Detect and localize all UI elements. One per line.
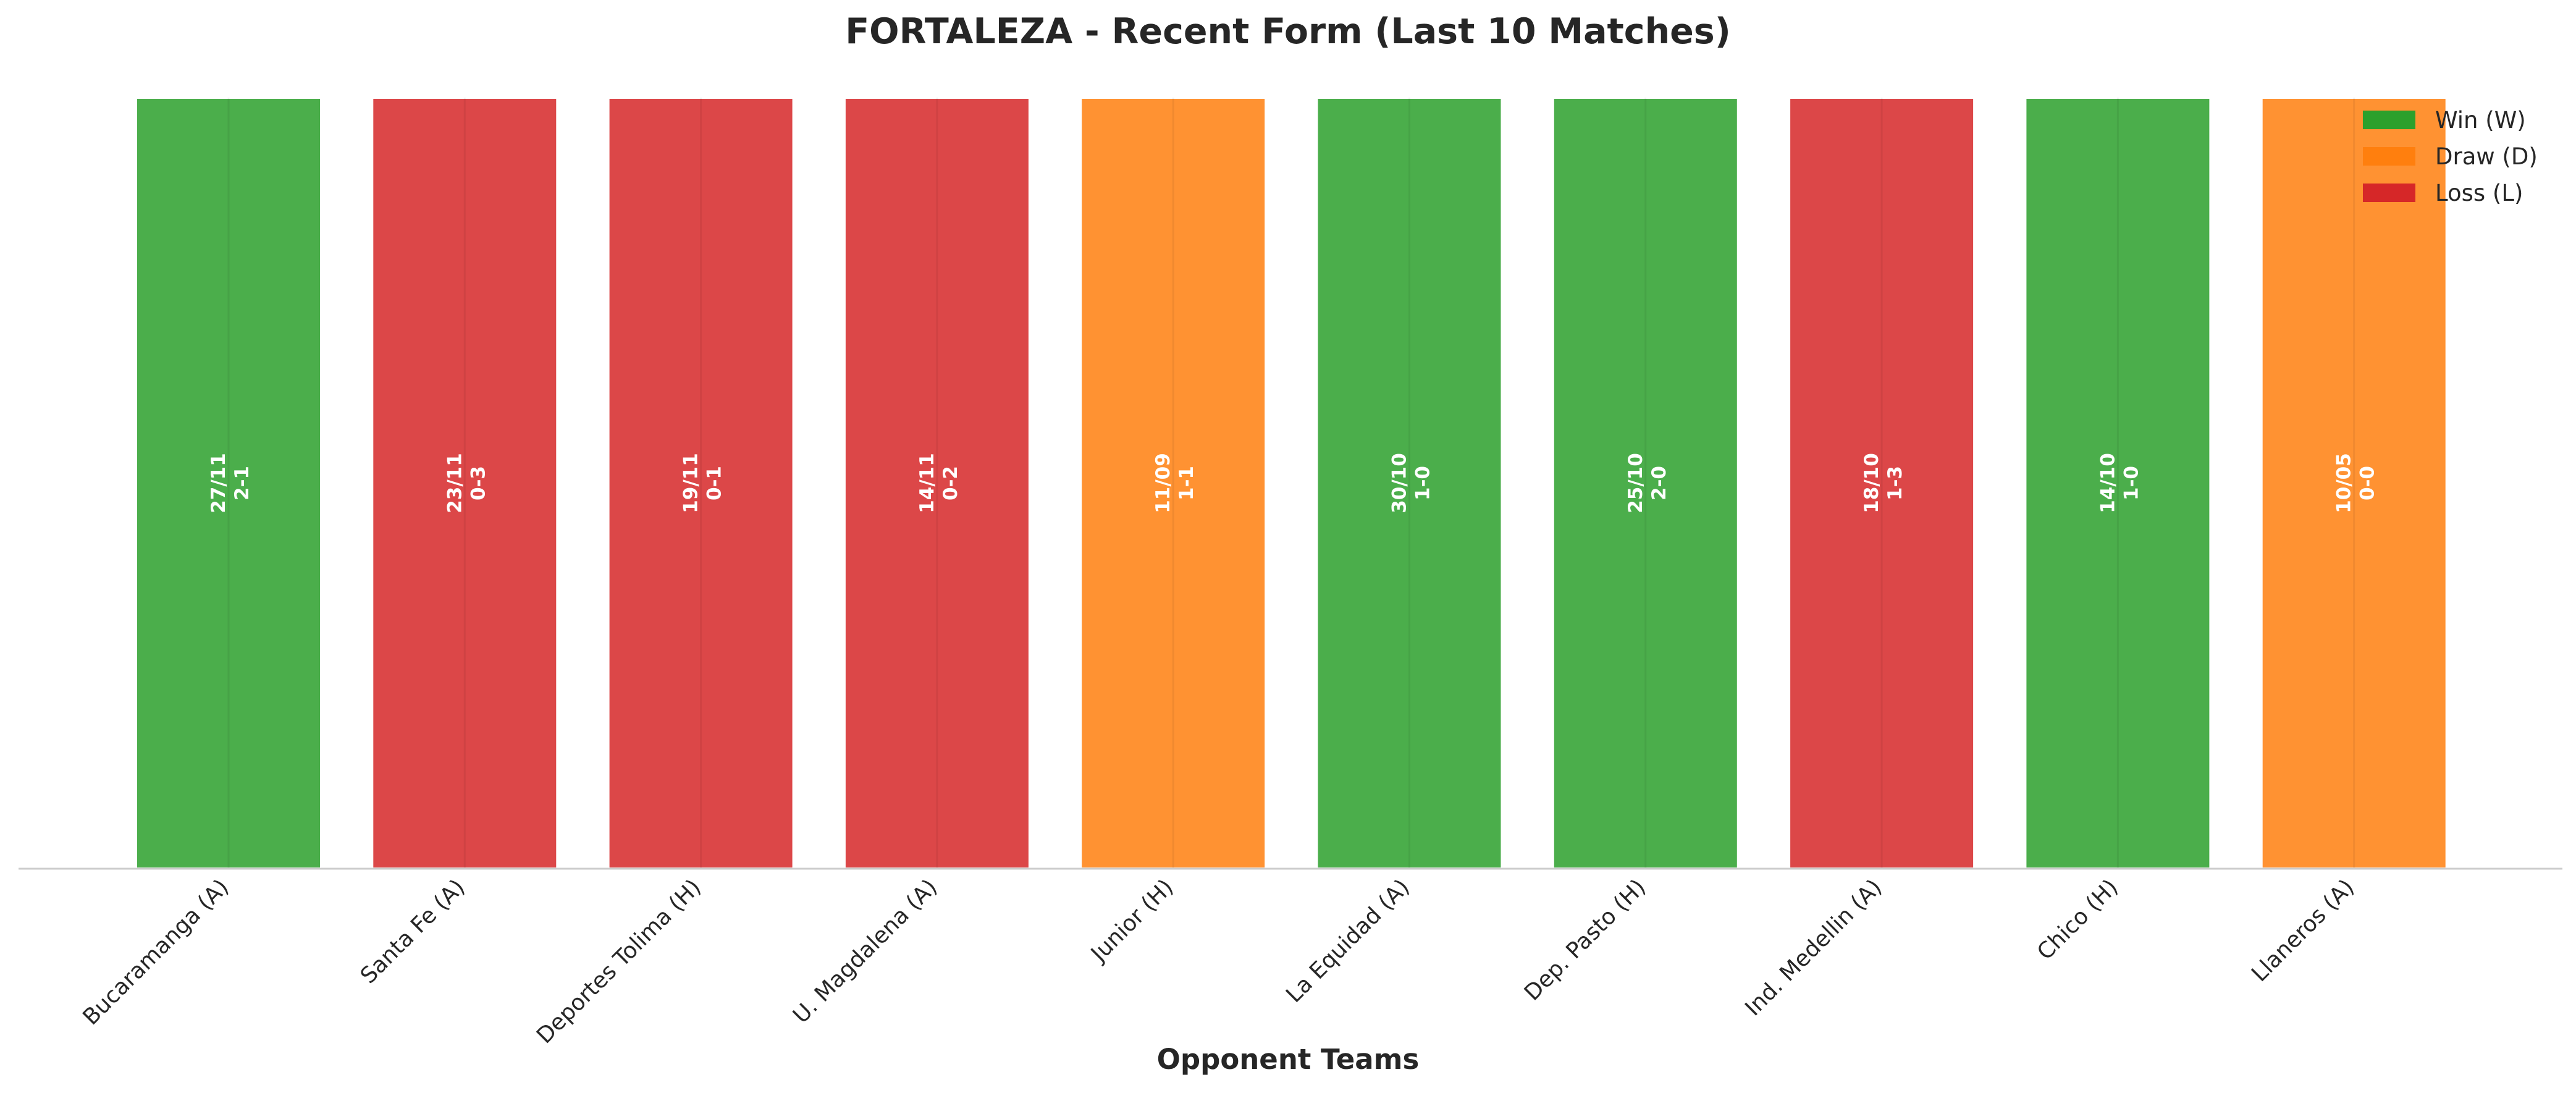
bar-label-9: 14/101-0 (2097, 453, 2142, 513)
bar-1 (135, 96, 322, 870)
x-tick-label-2: Santa Fe (A) (356, 874, 470, 989)
bar-label-2: 23/110-3 (444, 453, 489, 513)
bar-score: 0-1 (704, 466, 726, 500)
x-tick-label-5: Junior (H) (1085, 874, 1178, 967)
chart-title: FORTALEZA - Recent Form (Last 10 Matches… (845, 11, 1731, 52)
bar-date: 23/11 (444, 453, 466, 513)
bar-score: 1-0 (2120, 466, 2142, 500)
x-tick-labels: Bucaramanga (A) Santa Fe (A) Deportes Toli… (78, 874, 2359, 1049)
bars-layer (135, 96, 2448, 870)
x-tick-label-8: Ind. Medellin (A) (1740, 874, 1887, 1021)
bar-date: 11/09 (1152, 453, 1174, 513)
bar-label-4: 14/110-2 (916, 453, 962, 513)
x-tick-label-10: Llaneros (A) (2247, 874, 2359, 987)
bar-date: 19/11 (680, 453, 702, 513)
bar-score: 1-3 (1884, 466, 1906, 500)
x-tick-label-1: Bucaramanga (A) (78, 874, 234, 1030)
legend-swatch-w (2363, 111, 2415, 129)
x-tick-label-3: Deportes Tolima (H) (532, 874, 706, 1049)
bar-2 (371, 96, 559, 870)
bar-label-10: 10/050-0 (2333, 453, 2379, 513)
bar-score: 2-0 (1648, 466, 1670, 500)
bar-date: 18/10 (1861, 453, 1883, 513)
bar-date: 25/10 (1625, 453, 1647, 513)
legend-swatch-l (2363, 184, 2415, 202)
bar-date: 10/05 (2333, 453, 2355, 513)
legend-swatch-d (2363, 147, 2415, 166)
bar-label-5: 11/091-1 (1152, 453, 1198, 513)
x-tick-label-4: U. Magdalena (A) (788, 874, 942, 1028)
legend-label-w: Win (W) (2435, 107, 2526, 133)
x-axis-title: Opponent Teams (1157, 1043, 1420, 1076)
bar-labels-layer: 27/112-1 23/110-3 19/110-1 14/110-2 11/091-1… (208, 453, 2379, 513)
bar-score: 2-1 (231, 466, 253, 500)
bar-label-6: 30/101-0 (1389, 453, 1434, 513)
bar-score: 0-3 (467, 466, 489, 500)
bar-3 (607, 96, 795, 870)
x-tick-label-9: Chico (H) (2032, 874, 2123, 965)
bar-6 (1315, 96, 1504, 870)
bar-date: 14/10 (2097, 453, 2119, 513)
legend-label-d: Draw (D) (2435, 143, 2538, 170)
bar-score: 0-0 (2357, 466, 2379, 500)
bar-date: 14/11 (916, 453, 938, 513)
bar-4 (843, 96, 1031, 870)
bar-8 (1788, 96, 1976, 870)
bar-date: 27/11 (208, 453, 230, 513)
legend-label-l: Loss (L) (2435, 180, 2523, 206)
x-tick-label-7: Dep. Pasto (H) (1520, 874, 1651, 1005)
bar-label-3: 19/110-1 (680, 453, 726, 513)
bar-score: 1-0 (1412, 466, 1434, 500)
bar-7 (1551, 96, 1740, 870)
bar-5 (1079, 96, 1268, 870)
legend: Win (W) Draw (D) Loss (L) (2363, 107, 2538, 206)
bar-label-7: 25/102-0 (1625, 453, 1670, 513)
bar-date: 30/10 (1389, 453, 1411, 513)
bar-label-8: 18/101-3 (1861, 453, 1906, 513)
bar-label-1: 27/112-1 (208, 453, 253, 513)
bar-score: 0-2 (940, 466, 962, 500)
bar-score: 1-1 (1176, 466, 1198, 500)
x-tick-label-6: La Equidad (A) (1281, 874, 1415, 1008)
bar-10 (2260, 96, 2448, 870)
